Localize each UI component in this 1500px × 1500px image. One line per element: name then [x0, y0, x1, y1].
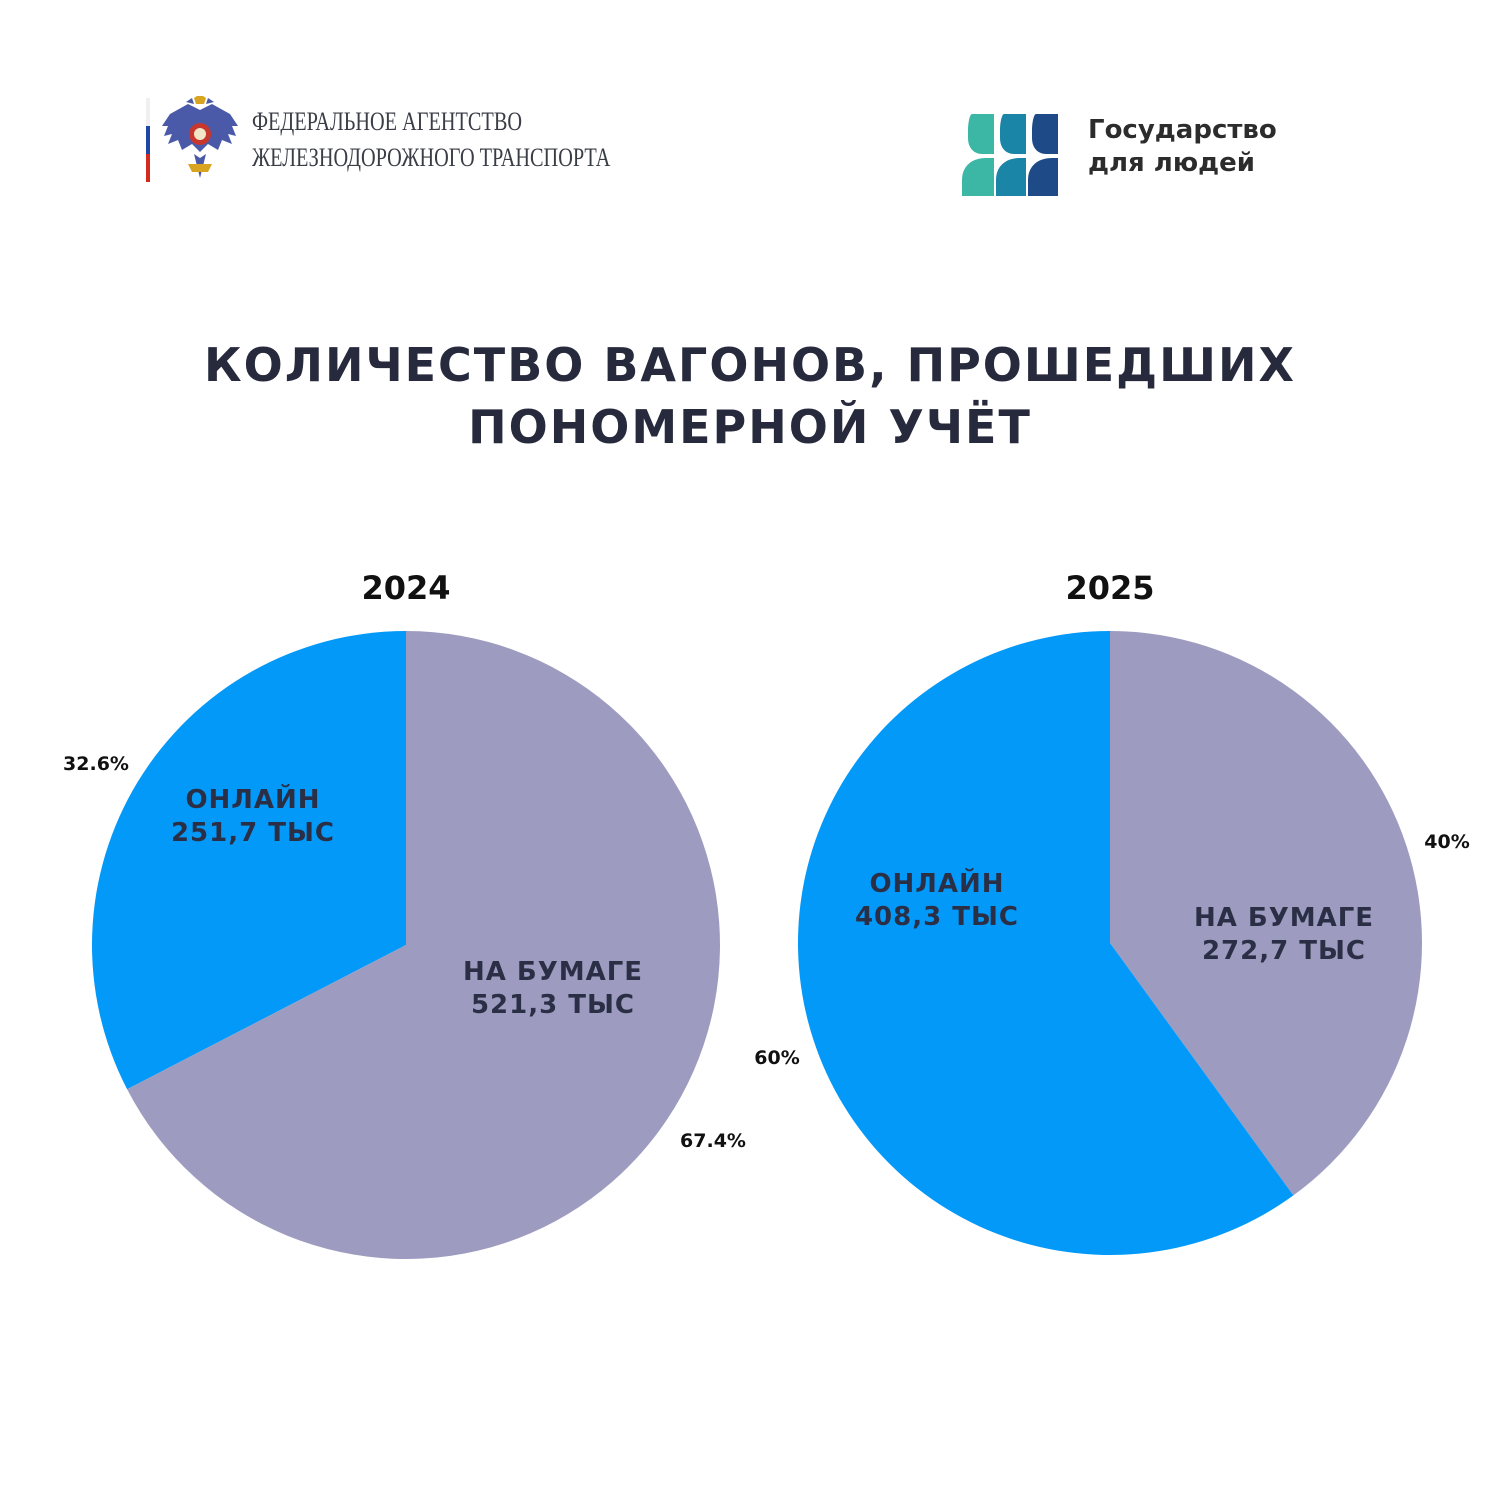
- slice-value-online: 408,3 ТЫС: [855, 902, 1019, 932]
- page-title-line2: пономерной учёт: [468, 400, 1032, 454]
- page-title-line1: Количество вагонов, прошедших: [204, 338, 1296, 392]
- pie-slice-paper: [1110, 631, 1423, 1196]
- chart-title: 2024: [361, 569, 450, 607]
- flag-red-stripe: [146, 154, 150, 182]
- slice-percent-online: 32.6%: [63, 753, 129, 775]
- agency-header: Федеральное агентство железнодорожного т…: [146, 96, 686, 186]
- page-title: Количество вагонов, прошедших пономерной…: [0, 334, 1500, 458]
- slice-value-paper: 272,7 ТЫС: [1202, 936, 1366, 966]
- agency-name-line2: железнодорожного транспорта: [252, 143, 611, 172]
- gov-name-line1: Государство: [1088, 115, 1277, 145]
- flag-blue-stripe: [146, 126, 150, 154]
- gov-for-people-name: Государство для людей: [1088, 114, 1277, 180]
- slice-percent-paper: 40%: [1424, 831, 1469, 853]
- chart-title: 2025: [1065, 569, 1154, 607]
- slice-value-paper: 521,3 ТЫС: [471, 990, 635, 1020]
- slice-label-online: ОНЛАЙН: [185, 783, 320, 815]
- slice-label-paper: НА БУМАГЕ: [463, 957, 643, 987]
- pie-slice-paper: [127, 631, 721, 1259]
- gov-for-people-header: Государство для людей: [962, 104, 1322, 196]
- gov-for-people-logo-icon: [962, 114, 1058, 196]
- slice-label-paper: НА БУМАГЕ: [1194, 903, 1374, 933]
- pie-slice-online: [798, 631, 1294, 1255]
- double-headed-eagle-emblem-icon: [162, 96, 238, 178]
- slice-label-online: ОНЛАЙН: [869, 867, 1004, 899]
- flag-white-stripe: [146, 98, 150, 126]
- russian-flag-stripe: [146, 98, 150, 182]
- slice-percent-online: 60%: [754, 1047, 799, 1069]
- gov-name-line2: для людей: [1088, 148, 1255, 178]
- pie-slice-online: [91, 631, 407, 1090]
- agency-name-line1: Федеральное агентство: [252, 107, 522, 136]
- slice-value-online: 251,7 ТЫС: [171, 818, 335, 848]
- agency-name: Федеральное агентство железнодорожного т…: [252, 104, 711, 176]
- slice-percent-paper: 67.4%: [680, 1130, 746, 1152]
